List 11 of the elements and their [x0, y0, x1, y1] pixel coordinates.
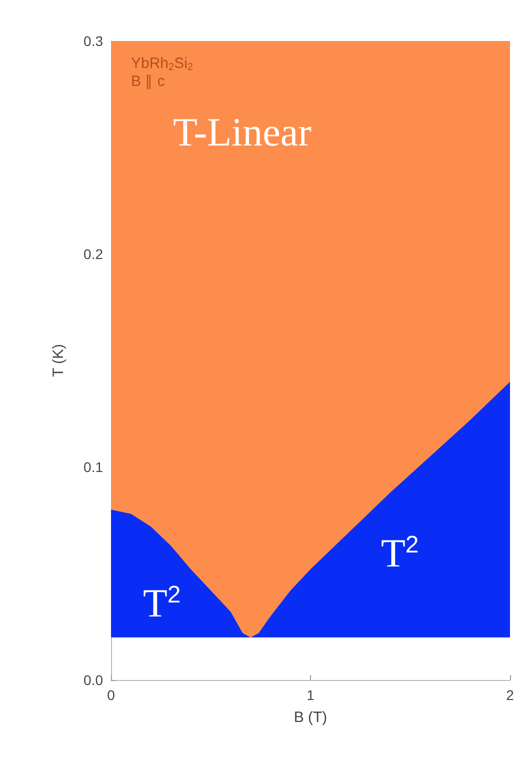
x-tick-label: 1 — [306, 687, 315, 703]
annotation: T-Linear — [173, 110, 312, 154]
x-tick-label: 2 — [506, 687, 514, 703]
y-axis-title: T (K) — [50, 344, 67, 378]
x-tick-label: 0 — [107, 687, 116, 703]
y-tick-label: 0.0 — [84, 672, 104, 688]
y-tick-label: 0.2 — [84, 246, 104, 262]
y-tick-label: 0.1 — [84, 459, 104, 475]
y-tick-label: 0.3 — [84, 33, 104, 49]
x-axis-title: B (T) — [294, 709, 328, 726]
annotation: B ∥ c — [131, 73, 166, 90]
